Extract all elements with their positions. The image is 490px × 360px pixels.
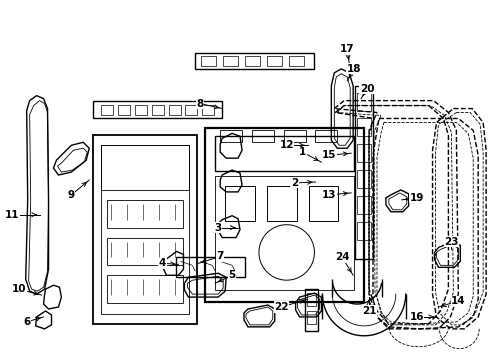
Text: 22: 22 xyxy=(274,302,289,312)
Bar xyxy=(205,129,364,302)
Bar xyxy=(169,105,180,114)
Bar xyxy=(289,56,303,66)
Bar xyxy=(101,145,190,190)
Bar xyxy=(215,136,354,171)
Text: 8: 8 xyxy=(196,99,204,109)
Text: 19: 19 xyxy=(410,193,424,203)
Text: 3: 3 xyxy=(215,222,222,233)
Bar xyxy=(107,200,183,228)
Bar xyxy=(357,144,371,162)
Bar xyxy=(252,130,274,142)
Bar xyxy=(225,186,255,221)
Bar xyxy=(107,238,183,265)
Bar xyxy=(357,196,371,214)
Bar xyxy=(220,130,242,142)
Bar xyxy=(118,105,130,114)
Text: 2: 2 xyxy=(291,178,298,188)
Text: 11: 11 xyxy=(4,210,19,220)
Text: 20: 20 xyxy=(360,84,374,94)
Bar xyxy=(93,135,197,324)
Text: 18: 18 xyxy=(347,64,362,74)
Bar xyxy=(357,93,371,111)
Bar xyxy=(135,105,147,114)
Bar xyxy=(357,118,371,136)
Text: 15: 15 xyxy=(322,150,337,160)
Bar xyxy=(355,86,373,260)
Text: 10: 10 xyxy=(11,284,26,294)
Bar xyxy=(175,257,245,277)
Text: 1: 1 xyxy=(299,147,306,157)
Bar xyxy=(223,56,238,66)
Text: 5: 5 xyxy=(228,270,236,280)
Bar xyxy=(284,130,306,142)
Bar xyxy=(309,186,338,221)
Text: 17: 17 xyxy=(340,44,355,54)
Bar xyxy=(196,53,315,69)
Text: 9: 9 xyxy=(68,190,75,200)
Bar xyxy=(101,145,190,314)
Text: 6: 6 xyxy=(23,317,30,327)
Text: 13: 13 xyxy=(322,190,337,200)
Bar xyxy=(267,186,296,221)
Text: 12: 12 xyxy=(279,140,294,150)
Bar xyxy=(93,100,222,118)
Bar xyxy=(107,275,183,303)
Text: 7: 7 xyxy=(217,251,224,261)
Bar xyxy=(185,105,197,114)
Text: 16: 16 xyxy=(410,312,424,322)
Bar xyxy=(307,311,317,324)
Bar xyxy=(202,105,214,114)
Text: 24: 24 xyxy=(335,252,349,262)
Bar xyxy=(201,56,216,66)
Text: 4: 4 xyxy=(159,258,166,268)
Bar xyxy=(152,105,164,114)
Text: 21: 21 xyxy=(362,306,376,316)
Bar xyxy=(101,105,113,114)
Text: 14: 14 xyxy=(451,296,465,306)
Bar xyxy=(357,222,371,239)
Bar xyxy=(307,293,317,306)
Bar xyxy=(215,176,354,290)
Bar xyxy=(305,289,318,331)
Bar xyxy=(267,56,282,66)
Text: 23: 23 xyxy=(444,237,459,247)
Bar xyxy=(245,56,260,66)
Bar xyxy=(357,170,371,188)
Bar xyxy=(316,130,337,142)
